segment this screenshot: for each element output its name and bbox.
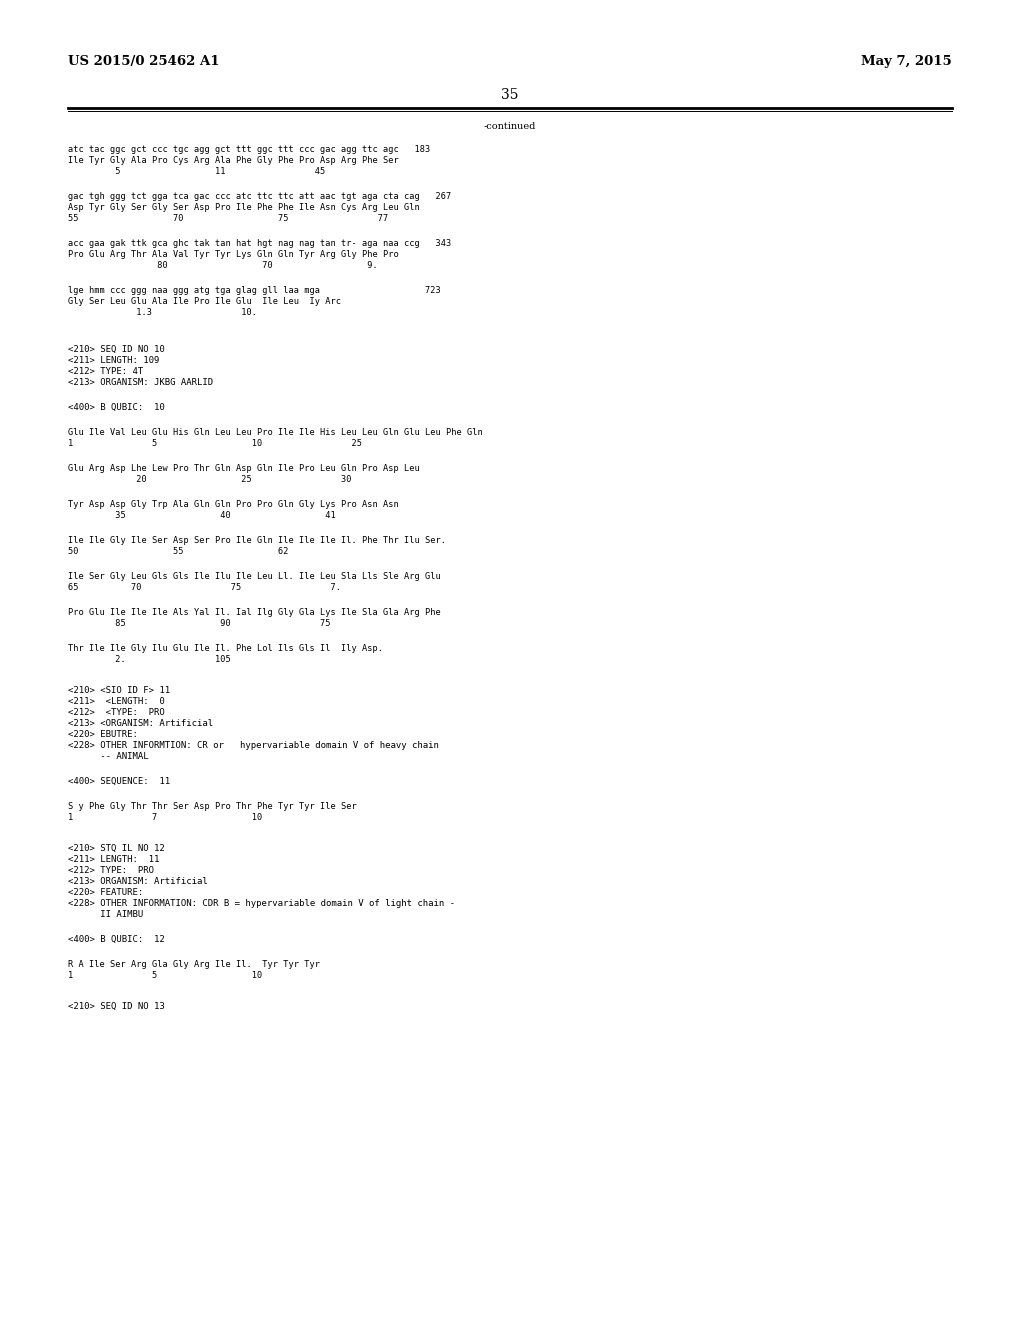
Text: 55                  70                  75                 77: 55 70 75 77: [68, 214, 388, 223]
Text: <211> LENGTH:  11: <211> LENGTH: 11: [68, 855, 159, 865]
Text: 80                  70                  9.: 80 70 9.: [68, 261, 377, 271]
Text: 65          70                 75                 7.: 65 70 75 7.: [68, 583, 340, 591]
Text: <210> STQ IL NO 12: <210> STQ IL NO 12: [68, 843, 165, 853]
Text: II AIMBU: II AIMBU: [68, 909, 143, 919]
Text: May 7, 2015: May 7, 2015: [860, 55, 951, 69]
Text: <228> OTHER INFORMTION: CR or   hypervariable domain V of heavy chain: <228> OTHER INFORMTION: CR or hypervaria…: [68, 741, 438, 750]
Text: <220> FEATURE:: <220> FEATURE:: [68, 888, 143, 898]
Text: Gly Ser Leu Glu Ala Ile Pro Ile Glu  Ile Leu  Iy Arc: Gly Ser Leu Glu Ala Ile Pro Ile Glu Ile …: [68, 297, 340, 306]
Text: S y Phe Gly Thr Thr Ser Asp Pro Thr Phe Tyr Tyr Ile Ser: S y Phe Gly Thr Thr Ser Asp Pro Thr Phe …: [68, 803, 357, 810]
Text: -- ANIMAL: -- ANIMAL: [68, 752, 149, 762]
Text: <400> SEQUENCE:  11: <400> SEQUENCE: 11: [68, 777, 170, 785]
Text: atc tac ggc gct ccc tgc agg gct ttt ggc ttt ccc gac agg ttc agc   183: atc tac ggc gct ccc tgc agg gct ttt ggc …: [68, 145, 430, 154]
Text: 50                  55                  62: 50 55 62: [68, 546, 288, 556]
Text: <210> SEQ ID NO 13: <210> SEQ ID NO 13: [68, 1002, 165, 1011]
Text: 2.                 105: 2. 105: [68, 655, 230, 664]
Text: Asp Tyr Gly Ser Gly Ser Asp Pro Ile Phe Phe Ile Asn Cys Arg Leu Gln: Asp Tyr Gly Ser Gly Ser Asp Pro Ile Phe …: [68, 203, 420, 213]
Text: 1               5                  10: 1 5 10: [68, 972, 262, 979]
Text: <228> OTHER INFORMATION: CDR B = hypervariable domain V of light chain -: <228> OTHER INFORMATION: CDR B = hyperva…: [68, 899, 454, 908]
Text: <210> SEQ ID NO 10: <210> SEQ ID NO 10: [68, 345, 165, 354]
Text: gac tgh ggg tct gga tca gac ccc atc ttc ttc att aac tgt aga cta cag   267: gac tgh ggg tct gga tca gac ccc atc ttc …: [68, 191, 450, 201]
Text: acc gaa gak ttk gca ghc tak tan hat hgt nag nag tan tr- aga naa ccg   343: acc gaa gak ttk gca ghc tak tan hat hgt …: [68, 239, 450, 248]
Text: -continued: -continued: [483, 121, 536, 131]
Text: 1               5                  10                 25: 1 5 10 25: [68, 440, 362, 447]
Text: 35                  40                  41: 35 40 41: [68, 511, 335, 520]
Text: 85                  90                 75: 85 90 75: [68, 619, 330, 628]
Text: 20                  25                 30: 20 25 30: [68, 475, 352, 484]
Text: Thr Ile Ile Gly Ilu Glu Ile Il. Phe Lol Ils Gls Il  Ily Asp.: Thr Ile Ile Gly Ilu Glu Ile Il. Phe Lol …: [68, 644, 382, 653]
Text: <220> EBUTRE:: <220> EBUTRE:: [68, 730, 138, 739]
Text: <212> TYPE: 4T: <212> TYPE: 4T: [68, 367, 143, 376]
Text: Pro Glu Ile Ile Ile Als Yal Il. Ial Ilg Gly Gla Lys Ile Sla Gla Arg Phe: Pro Glu Ile Ile Ile Als Yal Il. Ial Ilg …: [68, 609, 440, 616]
Text: Tyr Asp Asp Gly Trp Ala Gln Gln Pro Pro Gln Gly Lys Pro Asn Asn: Tyr Asp Asp Gly Trp Ala Gln Gln Pro Pro …: [68, 500, 398, 510]
Text: US 2015/0 25462 A1: US 2015/0 25462 A1: [68, 55, 219, 69]
Text: Ile Ile Gly Ile Ser Asp Ser Pro Ile Gln Ile Ile Ile Il. Phe Thr Ilu Ser.: Ile Ile Gly Ile Ser Asp Ser Pro Ile Gln …: [68, 536, 445, 545]
Text: lge hmm ccc ggg naa ggg atg tga glag gll laa mga                    723: lge hmm ccc ggg naa ggg atg tga glag gll…: [68, 286, 440, 294]
Text: Ile Ser Gly Leu Gls Gls Ile Ilu Ile Leu Ll. Ile Leu Sla Lls Sle Arg Glu: Ile Ser Gly Leu Gls Gls Ile Ilu Ile Leu …: [68, 572, 440, 581]
Text: 5                  11                 45: 5 11 45: [68, 168, 325, 176]
Text: 1.3                 10.: 1.3 10.: [68, 308, 257, 317]
Text: <213> <ORGANISM: Artificial: <213> <ORGANISM: Artificial: [68, 719, 213, 729]
Text: <212>  <TYPE:  PRO: <212> <TYPE: PRO: [68, 708, 165, 717]
Text: <210> <SIO ID F> 11: <210> <SIO ID F> 11: [68, 686, 170, 696]
Text: <400> B QUBIC:  12: <400> B QUBIC: 12: [68, 935, 165, 944]
Text: <211>  <LENGTH:  0: <211> <LENGTH: 0: [68, 697, 165, 706]
Text: <212> TYPE:  PRO: <212> TYPE: PRO: [68, 866, 154, 875]
Text: Pro Glu Arg Thr Ala Val Tyr Tyr Lys Gln Gln Tyr Arg Gly Phe Pro: Pro Glu Arg Thr Ala Val Tyr Tyr Lys Gln …: [68, 249, 398, 259]
Text: <213> ORGANISM: Artificial: <213> ORGANISM: Artificial: [68, 876, 208, 886]
Text: <400> B QUBIC:  10: <400> B QUBIC: 10: [68, 403, 165, 412]
Text: Ile Tyr Gly Ala Pro Cys Arg Ala Phe Gly Phe Pro Asp Arg Phe Ser: Ile Tyr Gly Ala Pro Cys Arg Ala Phe Gly …: [68, 156, 398, 165]
Text: Glu Arg Asp Lhe Lew Pro Thr Gln Asp Gln Ile Pro Leu Gln Pro Asp Leu: Glu Arg Asp Lhe Lew Pro Thr Gln Asp Gln …: [68, 465, 420, 473]
Text: 35: 35: [500, 88, 519, 102]
Text: 1               7                  10: 1 7 10: [68, 813, 262, 822]
Text: <211> LENGTH: 109: <211> LENGTH: 109: [68, 356, 159, 366]
Text: <213> ORGANISM: JKBG AARLID: <213> ORGANISM: JKBG AARLID: [68, 378, 213, 387]
Text: Glu Ile Val Leu Glu His Gln Leu Leu Pro Ile Ile His Leu Leu Gln Glu Leu Phe Gln: Glu Ile Val Leu Glu His Gln Leu Leu Pro …: [68, 428, 482, 437]
Text: R A Ile Ser Arg Gla Gly Arg Ile Il.  Tyr Tyr Tyr: R A Ile Ser Arg Gla Gly Arg Ile Il. Tyr …: [68, 960, 320, 969]
